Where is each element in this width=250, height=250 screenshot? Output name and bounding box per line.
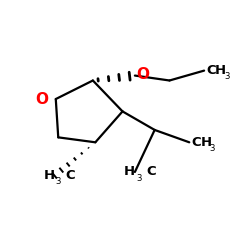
Text: H: H (215, 64, 226, 77)
Text: 3: 3 (56, 177, 61, 186)
Text: H: H (44, 169, 54, 182)
Text: 3: 3 (136, 174, 141, 183)
Text: O: O (136, 67, 149, 82)
Text: 3: 3 (210, 144, 215, 153)
Text: C: C (192, 136, 202, 149)
Text: C: C (66, 169, 75, 182)
Text: H: H (200, 136, 211, 149)
Text: C: C (206, 64, 216, 77)
Text: O: O (35, 92, 48, 106)
Text: H: H (124, 166, 135, 178)
Text: C: C (146, 166, 156, 178)
Text: 3: 3 (224, 72, 230, 81)
